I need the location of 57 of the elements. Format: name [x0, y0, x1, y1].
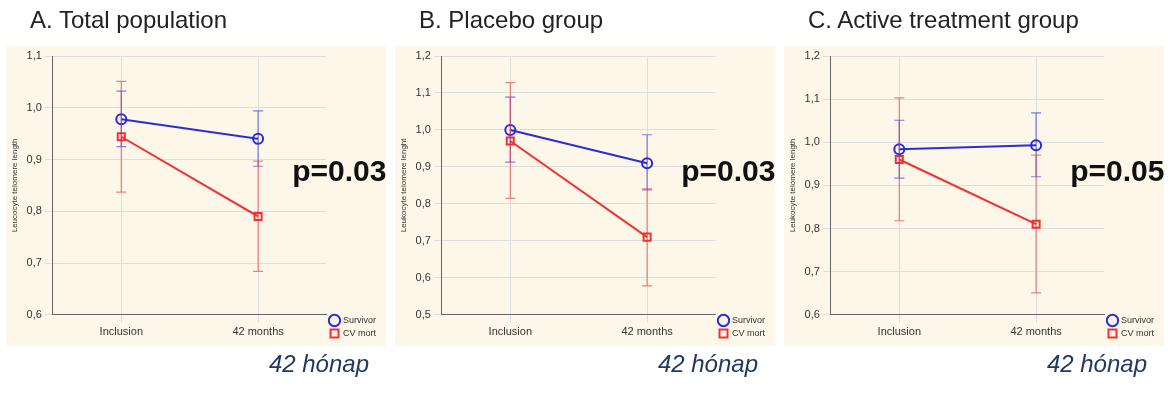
point	[642, 232, 652, 242]
y-tick-label: 1,1	[415, 86, 431, 98]
text: 42 hónap	[1045, 350, 1148, 378]
text: 42 hónap	[267, 350, 370, 378]
x-tick-label: 42 months	[621, 325, 674, 338]
y-tick-label: 1,0	[26, 100, 42, 113]
chart-title: B. Placebo group	[418, 5, 605, 35]
point	[893, 143, 906, 156]
chart-title: A. Total population	[29, 5, 229, 35]
legend-label: CV mort	[731, 327, 766, 338]
y-tick-label: 0,9	[26, 152, 42, 165]
y-tick-label: 0,8	[415, 196, 431, 209]
x-tick-label: Inclusion	[488, 325, 532, 338]
x-tick-label: Inclusion	[99, 325, 143, 338]
legend-label: Survivor	[731, 314, 766, 325]
x-tick-label: 42 months	[1010, 325, 1063, 338]
point	[253, 211, 263, 221]
point	[504, 123, 517, 136]
point	[894, 154, 904, 165]
y-axis-title: Leukocyte telomere length	[788, 138, 797, 233]
y-tick-label: 0,6	[26, 307, 42, 320]
y-tick-label: 1,0	[415, 122, 431, 135]
annotation: p=0.03	[292, 153, 387, 187]
legend-label: CV mort	[1120, 327, 1155, 338]
point	[641, 157, 654, 170]
y-tick-label: 1,1	[804, 92, 820, 105]
text: 42 hónap	[656, 350, 759, 378]
y-tick-label: 0,9	[804, 178, 820, 191]
y-tick-label: 1,2	[804, 49, 820, 62]
y-tick-label: 0,6	[415, 270, 431, 283]
point	[116, 132, 126, 142]
y-axis-title: Leukocyte telomere lenght	[399, 137, 408, 233]
annotation: p=0.03	[681, 153, 776, 187]
y-tick-label: 0,9	[415, 159, 431, 172]
y-tick-label: 0,7	[804, 264, 820, 277]
y-tick-label: 0,8	[26, 204, 42, 217]
x-tick-label: Inclusion	[877, 325, 921, 338]
y-tick-label: 1,1	[26, 49, 42, 62]
y-tick-label: 1,2	[415, 49, 431, 62]
y-tick-label: 1,0	[804, 135, 820, 148]
point	[115, 113, 128, 126]
legend-label: Survivor	[342, 314, 377, 325]
legend-label: Survivor	[1120, 314, 1155, 325]
y-tick-label: 0,5	[415, 307, 431, 320]
legend-label: CV mort	[342, 327, 377, 338]
chart-title: C. Active treatment group	[807, 5, 1080, 35]
y-axis-title: Leucocyte telomere length	[10, 138, 19, 233]
y-tick-label: 0,7	[415, 233, 431, 246]
point	[252, 132, 265, 145]
y-tick-label: 0,7	[26, 256, 42, 269]
y-tick-label: 0,6	[804, 307, 820, 320]
annotation: p=0.05	[1070, 153, 1165, 187]
y-tick-label: 0,8	[804, 221, 820, 234]
point	[1030, 139, 1043, 152]
point	[1031, 219, 1041, 229]
point	[505, 136, 515, 146]
x-tick-label: 42 months	[232, 325, 285, 338]
